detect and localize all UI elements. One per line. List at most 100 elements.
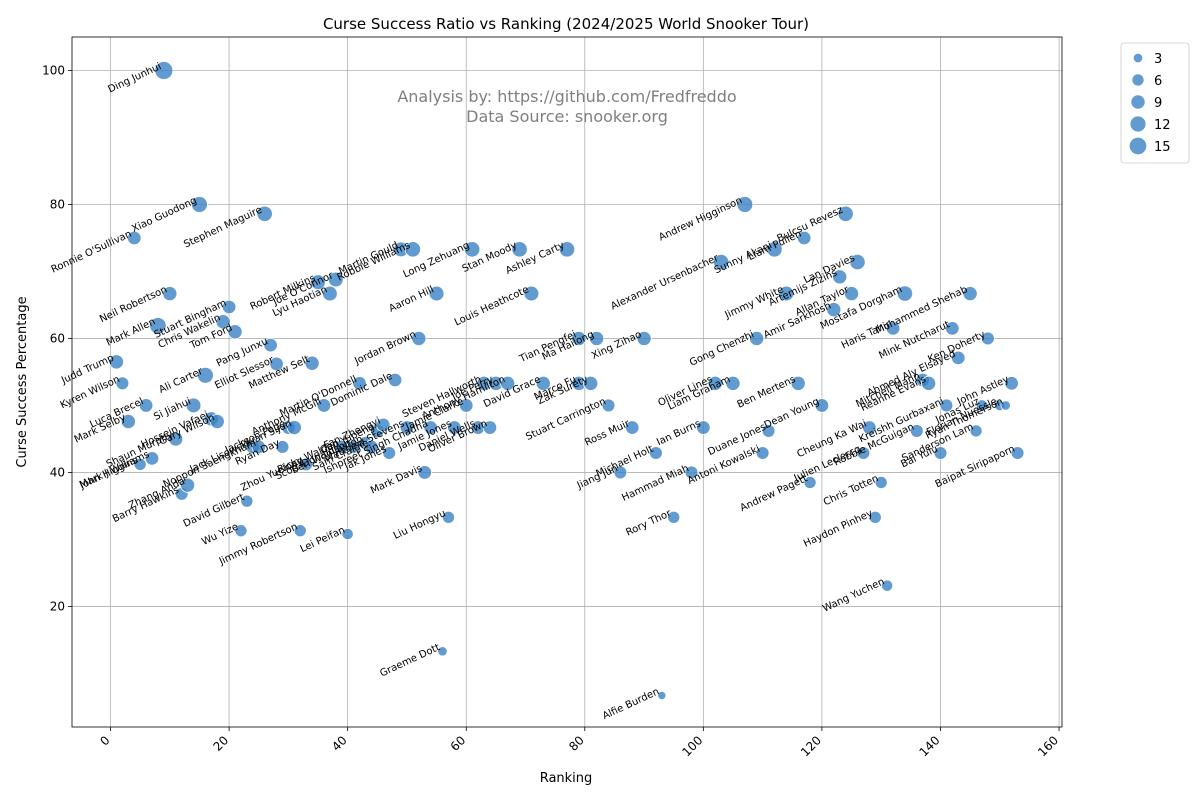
data-point (511, 241, 528, 258)
data-point (133, 457, 147, 471)
data-point (149, 317, 167, 335)
point-label: Graeme Dott (378, 642, 442, 679)
data-point (803, 475, 817, 489)
point-label: Andrew Higginson (657, 195, 744, 243)
point-label: Chris Totten (822, 473, 881, 508)
data-point (874, 475, 888, 489)
data-point (707, 375, 723, 391)
point-label: Liu Hongyu (392, 508, 448, 542)
x-tick-label: 0 (97, 733, 112, 748)
data-point (304, 355, 320, 371)
point-label: Alexander Ursenbacher (609, 252, 721, 312)
data-point (221, 299, 237, 315)
legend-label: 9 (1154, 96, 1162, 111)
data-point (571, 330, 587, 346)
data-point (945, 321, 960, 336)
y-tick-label: 60 (50, 331, 65, 345)
data-point (404, 241, 421, 258)
data-point (423, 420, 438, 435)
data-point (180, 477, 196, 493)
legend-label: 15 (1154, 140, 1171, 155)
point-label: Mark Allen (105, 316, 157, 348)
data-point (881, 579, 894, 592)
data-point (417, 465, 432, 480)
data-point (209, 413, 225, 430)
x-tick-label: 120 (798, 733, 824, 759)
data-point (814, 398, 830, 413)
x-axis-label: Ranking (540, 771, 593, 786)
data-point (601, 398, 616, 413)
data-point (196, 366, 214, 384)
point-label: Gong Chenzhi (688, 329, 756, 369)
data-point (447, 420, 462, 435)
data-point (975, 399, 989, 412)
point-label: Ben Mertens (736, 374, 798, 411)
data-point (667, 510, 681, 524)
data-point (713, 253, 730, 271)
data-point (115, 376, 130, 391)
data-point (120, 413, 136, 430)
watermark: Analysis by: https://github.com/Fredfred… (397, 87, 736, 126)
chart-title: Curse Success Ratio vs Ranking (2024/202… (323, 15, 809, 33)
data-point (909, 424, 924, 438)
y-tick-label: 100 (42, 63, 65, 77)
data-point (322, 285, 338, 302)
x-tick-label: 80 (566, 733, 587, 754)
data-point (749, 330, 765, 346)
point-label: Jordan Brown (352, 329, 418, 367)
x-tick-label: 40 (329, 733, 350, 754)
legend-marker (1132, 52, 1144, 64)
data-point (428, 285, 445, 302)
data-point (352, 376, 367, 391)
x-tick-label: 140 (916, 733, 942, 759)
data-point (185, 397, 202, 414)
data-point (316, 398, 332, 413)
data-point (535, 375, 551, 391)
data-point (168, 431, 184, 447)
data-point (376, 417, 391, 433)
data-point (589, 330, 605, 346)
data-point (778, 285, 795, 302)
data-point (725, 375, 741, 391)
data-point (240, 494, 254, 508)
data-point (649, 446, 663, 460)
data-point (459, 398, 474, 413)
point-label: Ross Muir (583, 418, 632, 449)
data-point (341, 527, 354, 541)
data-point (761, 424, 776, 438)
data-point (939, 398, 954, 413)
data-point (1010, 446, 1025, 460)
legend-frame (1120, 42, 1190, 164)
data-point (234, 524, 248, 538)
point-label: Ian Burns (655, 418, 703, 448)
data-point (558, 241, 576, 258)
point-label: Hammad Miah (620, 463, 690, 504)
point-label: Xiao Guodong (130, 195, 198, 235)
point-label: Alfie Burden (601, 686, 661, 722)
legend-label: 12 (1154, 118, 1171, 133)
data-point (583, 375, 599, 391)
data-point (981, 331, 995, 346)
data-point (1000, 400, 1011, 411)
legend-marker (1131, 73, 1145, 87)
data-point (1004, 376, 1019, 391)
plot-frame (71, 36, 1063, 728)
point-label: Ding Junhui (106, 61, 163, 95)
data-point (227, 324, 243, 340)
watermark-line-1: Analysis by: https://github.com/Fredfred… (397, 87, 736, 106)
data-point (144, 451, 160, 466)
points (108, 61, 1025, 701)
data-point (108, 354, 124, 370)
data-point (263, 337, 278, 353)
legend-label: 3 (1154, 52, 1162, 67)
point-label: Wu Yize (200, 521, 240, 547)
data-point (464, 241, 481, 258)
data-point (411, 330, 427, 346)
data-point (832, 269, 848, 285)
x-tick-label: 100 (679, 733, 705, 759)
data-point (837, 205, 854, 222)
data-point (310, 274, 326, 291)
x-tick-label: 60 (448, 733, 469, 754)
